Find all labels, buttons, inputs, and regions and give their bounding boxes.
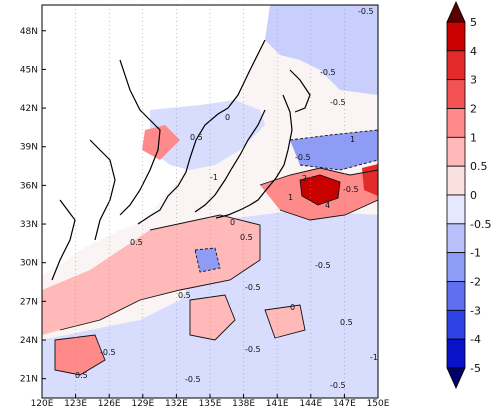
colorbar-label: -1 [470, 247, 481, 260]
colorbar-bin [446, 108, 466, 138]
x-tick-label: 120E [31, 399, 54, 408]
contour-label: -0.5 [358, 7, 374, 16]
x-tick-label: 150E [367, 399, 390, 408]
colorbar-label: 2 [470, 103, 477, 116]
colorbar-bin [446, 223, 466, 254]
contour-label-group: -0.5 -0.5 -0.5 0 0.5 -1 -0.5 1 -0.5 2 4 … [75, 7, 378, 390]
contour-label: 2 [302, 174, 307, 183]
contour-label: 0.5 [190, 133, 203, 142]
contour-label: -0.5 [315, 261, 331, 270]
colorbar-bin [446, 338, 466, 369]
contour-label: -0.5 [330, 381, 346, 390]
contour-label: 0.5 [240, 233, 253, 242]
colorbar-extend-min [446, 367, 466, 389]
contour-label: -1 [370, 353, 378, 362]
x-tick-label: 141E [266, 399, 289, 408]
grid-lines [75, 5, 345, 398]
y-tick-label: 27N [20, 297, 38, 307]
colorbar-bin [446, 21, 466, 52]
contour-label: 0 [225, 113, 230, 122]
neg-region-east [290, 130, 378, 170]
x-tick-label: 129E [131, 399, 154, 408]
contour-label: 4 [325, 201, 330, 210]
x-tick-label: 144E [299, 399, 322, 408]
contour-label: -0.5 [343, 185, 359, 194]
x-tick-label: 123E [64, 399, 87, 408]
x-tick-label: 147E [333, 399, 356, 408]
x-tick-label: 132E [165, 399, 188, 408]
y-tick-label: 48N [20, 27, 38, 37]
contour-label: 0.5 [340, 318, 353, 327]
contour-label: 0 [290, 303, 295, 312]
y-tick-label: 24N [20, 336, 38, 346]
colorbar-label: 0.5 [470, 160, 488, 173]
y-tick-label: 30N [20, 259, 38, 269]
neg-region-jsea [150, 100, 265, 170]
y-tick-label: 36N [20, 181, 38, 191]
pos-region-south-2 [265, 305, 305, 338]
colorbar-bin [446, 309, 466, 340]
colorbar-label: 4 [470, 45, 477, 58]
coastlines [51, 39, 311, 281]
contour-label: 0.5 [75, 371, 88, 380]
colorbar-label: 1 [470, 131, 477, 144]
colorbar-label: 3 [470, 74, 477, 87]
colorbar-bin [446, 136, 466, 167]
contour-label: 1 [288, 193, 293, 202]
y-tick-label: 42N [20, 104, 38, 114]
neg-region-sw-blob [195, 248, 220, 272]
colorbar: 5 4 3 2 1 0.5 0 -0.5 -1 -2 -3 -4 -5 [446, 1, 491, 389]
colorbar-bin [446, 252, 466, 282]
colorbar-label: -3 [470, 304, 481, 317]
contour-label: -0.5 [245, 345, 261, 354]
contour-lines [54, 129, 378, 376]
x-axis: 120E 123E 126E 129E 132E 135E 138E 141E 144E 147E… [31, 394, 390, 408]
colorbar-bin [446, 50, 466, 81]
contour-label: 0 [230, 218, 235, 227]
colorbar-bin [446, 79, 466, 109]
colorbar-label: 5 [470, 16, 477, 29]
colorbar-label: -4 [470, 333, 481, 346]
colorbar-extend-max [446, 1, 466, 23]
x-tick-label: 138E [232, 399, 255, 408]
contour-label: 0.5 [178, 291, 191, 300]
contour-label: -0.5 [320, 68, 336, 77]
pos-region-core [300, 175, 340, 205]
colorbar-label: -2 [470, 276, 481, 289]
colorbar-bin [446, 281, 466, 311]
colorbar-label: -0.5 [470, 218, 491, 231]
y-axis: 48N 45N 42N 39N 36N 33N 30N 27N 24N 21N [20, 27, 46, 385]
contour-label: 0.5 [130, 238, 143, 247]
pos-region-sw [55, 335, 105, 375]
contour-label: -0.5 [185, 375, 201, 384]
pos-region-ecs [42, 215, 260, 335]
contour-label: -1 [210, 173, 218, 182]
pos-region-south-1 [190, 295, 235, 340]
neg-region-north [265, 5, 378, 95]
colorbar-label: 0 [470, 189, 477, 202]
contour-label: 1 [350, 135, 355, 144]
colorbar-bin [446, 165, 466, 196]
colorbar-label: -5 [470, 362, 481, 375]
y-tick-label: 33N [20, 220, 38, 230]
y-tick-label: 45N [20, 65, 38, 75]
contour-label: -0.5 [100, 348, 116, 357]
y-tick-label: 39N [20, 143, 38, 153]
y-tick-label: 21N [20, 375, 38, 385]
anomaly-field: -0.5 -0.5 -0.5 0 0.5 -1 -0.5 1 -0.5 2 4 … [42, 5, 378, 398]
contour-label: -0.5 [245, 283, 261, 292]
pos-region-jsea [142, 125, 180, 160]
x-tick-label: 126E [98, 399, 121, 408]
colorbar-bin [446, 194, 466, 225]
contour-label: -0.5 [295, 153, 311, 162]
contour-label: -0.5 [330, 98, 346, 107]
x-tick-label: 135E [199, 399, 222, 408]
